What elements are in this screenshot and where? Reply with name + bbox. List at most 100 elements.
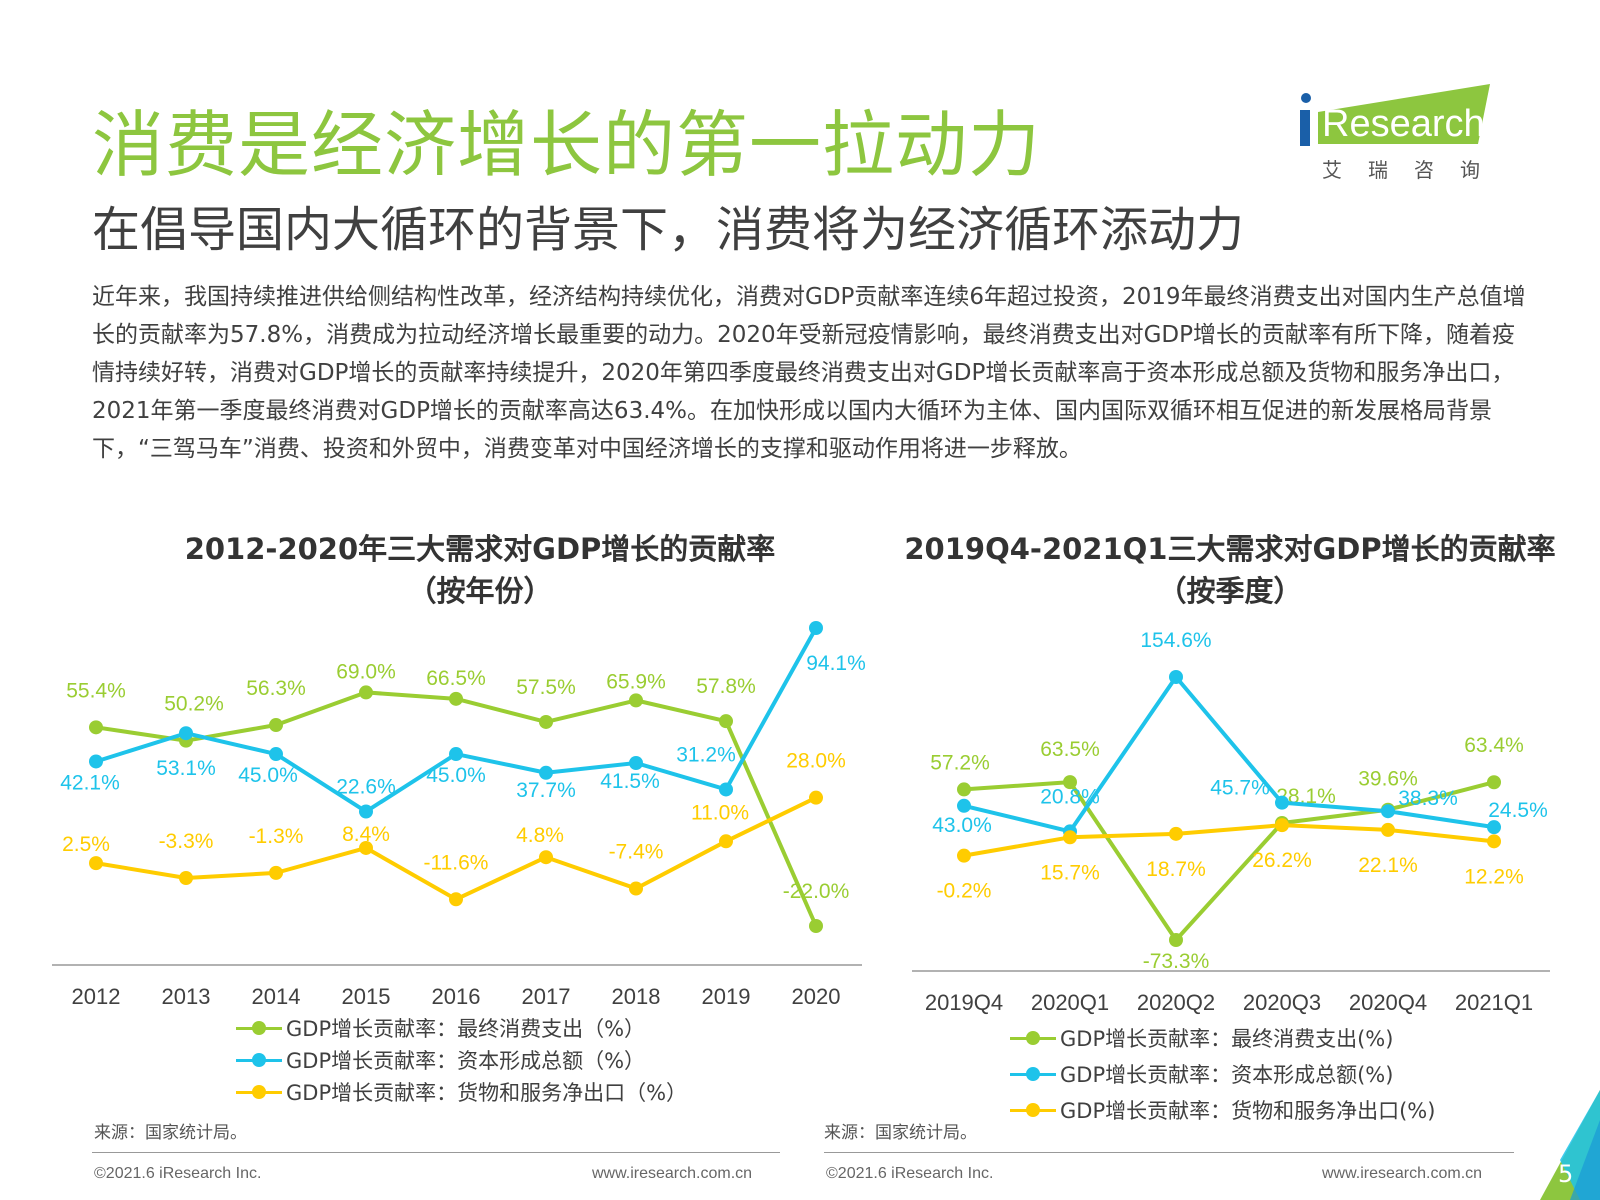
yearly-data-label-capital: 37.7% [516, 779, 576, 802]
quarterly-data-point-export [1275, 818, 1289, 833]
chart-quarterly-title-sub: （按季度） [1157, 574, 1303, 608]
quarterly-series-line-capital [963, 675, 1495, 834]
quarterly-data-label-capital: 20.8% [1040, 785, 1100, 808]
yearly-data-label-export: 28.0% [786, 750, 846, 773]
yearly-data-label-consumption: -22.0% [783, 880, 850, 903]
yearly-data-label-capital: 45.0% [238, 764, 298, 787]
quarterly-data-label-capital: 38.3% [1398, 787, 1458, 810]
footer-url-right[interactable]: www.iresearch.com.cn [1322, 1165, 1483, 1182]
quarterly-x-tick-label: 2020Q2 [1137, 990, 1215, 1015]
legend-label-export: GDP增长贡献率：货物和服务净出口（%） [286, 1081, 688, 1105]
quarterly-data-point-export [1169, 826, 1183, 841]
body-paragraph: 近年来，我国持续推进供给侧结构性改革，经济结构持续优化，消费对GDP贡献率连续6… [92, 284, 1526, 462]
yearly-data-point-export [809, 790, 823, 805]
yearly-data-point-consumption [359, 685, 373, 700]
quarterly-x-tick-label: 2020Q4 [1349, 990, 1427, 1015]
yearly-x-tick-label: 2015 [342, 984, 391, 1009]
yearly-data-point-export [269, 865, 283, 880]
yearly-data-point-capital [539, 765, 553, 780]
quarterly-data-point-export [1063, 830, 1077, 845]
yearly-data-point-capital [179, 726, 193, 741]
quarterly-data-point-capital [1487, 820, 1501, 835]
yearly-data-point-consumption [809, 919, 823, 933]
legend-item-consumption: GDP增长贡献率：最终消费支出（%） [236, 1012, 687, 1044]
legend-marker-consumption [236, 1018, 282, 1038]
legend-label-consumption: GDP增长贡献率：最终消费支出(%) [1060, 1027, 1394, 1051]
quarterly-data-label-export: 15.7% [1040, 861, 1100, 884]
yearly-data-label-export: -7.4% [609, 841, 664, 864]
quarterly-data-label-consumption: 63.4% [1464, 734, 1524, 757]
yearly-data-label-consumption: 69.0% [336, 660, 396, 683]
footer-copyright-right: ©2021.6 iResearch Inc. [826, 1165, 994, 1182]
yearly-data-point-export [179, 871, 193, 886]
iresearch-logo: Research [1300, 84, 1490, 146]
quarterly-data-label-export: -0.2% [937, 880, 992, 903]
yearly-data-label-export: -3.3% [159, 830, 214, 853]
yearly-data-point-consumption [449, 691, 463, 706]
quarterly-data-label-consumption: 63.5% [1040, 738, 1100, 761]
yearly-data-label-export: -11.6% [424, 851, 489, 874]
quarterly-data-point-export [957, 848, 971, 863]
yearly-data-label-capital: 41.5% [600, 770, 660, 793]
quarterly-x-tick-label: 2020Q3 [1243, 990, 1321, 1015]
yearly-data-label-consumption: 55.4% [66, 679, 126, 702]
yearly-data-point-export [719, 834, 733, 849]
footer-url-left[interactable]: www.iresearch.com.cn [592, 1165, 753, 1182]
yearly-x-tick-label: 2020 [792, 984, 841, 1009]
yearly-x-tick-label: 2017 [522, 984, 571, 1009]
legend-marker-consumption [1010, 1028, 1056, 1048]
chart-yearly-title-main: 2012-2020年三大需求对GDP增长的贡献率 [184, 532, 776, 566]
quarterly-data-point-capital [1169, 670, 1183, 684]
quarterly-data-label-capital: 24.5% [1488, 799, 1548, 822]
quarterly-series-line-export [963, 823, 1495, 858]
yearly-data-point-consumption [719, 714, 733, 729]
yearly-data-point-capital [629, 756, 643, 771]
yearly-data-label-consumption: 65.9% [606, 670, 666, 693]
legend-label-export: GDP增长贡献率：货物和服务净出口(%) [1060, 1099, 1436, 1123]
page-title: 消费是经济增长的第一拉动力 [92, 103, 1042, 187]
quarterly-data-label-export: 18.7% [1146, 858, 1206, 881]
yearly-data-label-export: -1.3% [249, 825, 304, 848]
legend-item-export: GDP增长贡献率：货物和服务净出口(%) [1010, 1092, 1435, 1128]
footer-divider-left [92, 1152, 780, 1153]
footer-copyright-left: ©2021.6 iResearch Inc. [94, 1165, 262, 1182]
yearly-data-label-capital: 31.2% [676, 743, 736, 766]
legend-item-capital: GDP增长贡献率：资本形成总额（%） [236, 1044, 687, 1076]
yearly-data-label-capital: 94.1% [806, 652, 866, 675]
yearly-data-point-capital [449, 747, 463, 762]
quarterly-data-label-capital: 154.6% [1140, 629, 1211, 652]
quarterly-data-label-consumption: 39.6% [1358, 768, 1418, 791]
yearly-data-point-consumption [269, 718, 283, 733]
quarterly-data-point-export [1381, 822, 1395, 837]
legend-item-consumption: GDP增长贡献率：最终消费支出(%) [1010, 1020, 1435, 1056]
footer-divider-right [824, 1152, 1514, 1153]
yearly-data-label-export: 2.5% [62, 833, 110, 856]
yearly-data-point-capital [809, 621, 823, 635]
yearly-data-label-capital: 42.1% [60, 771, 120, 794]
yearly-data-label-consumption: 56.3% [246, 677, 306, 700]
quarterly-data-point-export [1487, 834, 1501, 849]
yearly-data-label-capital: 22.6% [336, 776, 396, 799]
quarterly-data-point-capital [957, 798, 971, 813]
chart-yearly-title: 2012-2020年三大需求对GDP增长的贡献率 （按年份） [150, 528, 810, 612]
quarterly-data-point-capital [1381, 804, 1395, 819]
yearly-data-point-capital [719, 782, 733, 797]
svg-text:Research: Research [1322, 103, 1485, 145]
yearly-data-point-export [359, 840, 373, 855]
page-number: 5 [1558, 1160, 1574, 1188]
chart-yearly-title-sub: （按年份） [407, 574, 553, 608]
yearly-data-label-capital: 53.1% [156, 757, 216, 780]
legend-marker-export [236, 1082, 282, 1102]
quarterly-x-tick-label: 2019Q4 [925, 990, 1003, 1015]
yearly-x-tick-label: 2019 [702, 984, 751, 1009]
yearly-data-point-capital [89, 754, 103, 769]
quarterly-data-label-export: 12.2% [1464, 865, 1524, 888]
quarterly-data-point-consumption [1063, 775, 1077, 790]
quarterly-x-tick-label: 2021Q1 [1455, 990, 1533, 1015]
legend-label-capital: GDP增长贡献率：资本形成总额(%) [1060, 1063, 1394, 1087]
legend-marker-capital [236, 1050, 282, 1070]
yearly-data-label-export: 11.0% [691, 801, 749, 824]
quarterly-data-point-consumption [1169, 933, 1183, 947]
legend-label-consumption: GDP增长贡献率：最终消费支出（%） [286, 1017, 646, 1041]
